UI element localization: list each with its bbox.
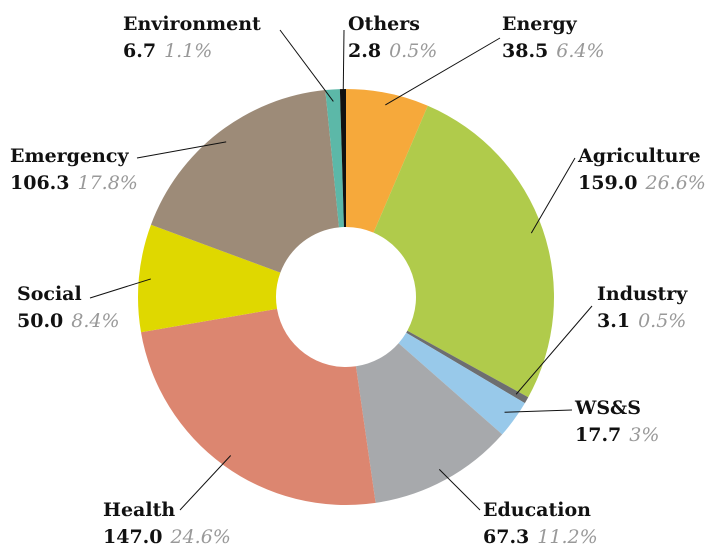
percent: 17.8% <box>78 172 138 194</box>
percent: 0.5% <box>389 40 437 62</box>
percent: 26.6% <box>645 172 706 194</box>
value-label: 6.7 1.1% <box>123 40 212 62</box>
category-label: Health <box>103 499 175 521</box>
value: 159.0 <box>578 172 638 194</box>
category-label: Industry <box>597 283 688 305</box>
leader-line <box>136 141 227 159</box>
value: 67.3 <box>483 526 529 548</box>
percent: 24.6% <box>170 526 231 548</box>
value-label: 106.3 17.8% <box>10 172 138 194</box>
leader-line <box>438 469 481 511</box>
percent: 8.4% <box>71 310 119 332</box>
slice <box>150 90 340 273</box>
value: 2.8 <box>348 40 381 62</box>
leader-line <box>504 409 573 413</box>
slice <box>406 330 529 404</box>
leader-line <box>179 455 232 511</box>
value-label: 147.0 24.6% <box>103 526 231 548</box>
leader-line <box>530 157 576 234</box>
category-label: Agriculture <box>577 145 701 167</box>
value-label: 2.8 0.5% <box>348 40 437 62</box>
percent: 0.5% <box>638 310 686 332</box>
leader-line <box>89 278 151 299</box>
slice <box>325 89 344 228</box>
slice <box>398 332 525 435</box>
percent: 3% <box>629 424 659 446</box>
value: 50.0 <box>17 310 63 332</box>
slice <box>346 89 428 233</box>
value: 6.7 <box>123 40 156 62</box>
percent: 6.4% <box>556 40 604 62</box>
leader-line <box>385 37 501 106</box>
value-label: 50.0 8.4% <box>17 310 120 332</box>
category-label: Environment <box>123 13 261 35</box>
percent: 11.2% <box>537 526 597 548</box>
category-label: Education <box>483 499 591 521</box>
slice <box>339 89 346 228</box>
percent: 1.1% <box>164 40 212 62</box>
category-label: Energy <box>502 13 578 35</box>
slice <box>355 343 503 503</box>
value-label: 3.1 0.5% <box>597 310 686 332</box>
category-label: WS&S <box>574 397 641 419</box>
category-label: Others <box>348 13 420 35</box>
value-label: 17.7 3% <box>575 424 659 446</box>
slice <box>373 105 554 398</box>
value: 3.1 <box>597 310 630 332</box>
value: 17.7 <box>575 424 621 446</box>
leader-line <box>515 305 593 395</box>
value-label: 159.0 26.6% <box>578 172 706 194</box>
slice <box>141 308 376 505</box>
value: 147.0 <box>103 526 163 548</box>
category-label: Social <box>17 283 82 305</box>
value: 38.5 <box>502 40 548 62</box>
value-label: 38.5 6.4% <box>502 40 605 62</box>
value-label: 67.3 11.2% <box>483 526 598 548</box>
leader-line <box>342 29 345 102</box>
value: 106.3 <box>10 172 70 194</box>
leader-line <box>279 29 334 102</box>
category-label: Emergency <box>10 145 129 167</box>
slice <box>137 224 281 333</box>
